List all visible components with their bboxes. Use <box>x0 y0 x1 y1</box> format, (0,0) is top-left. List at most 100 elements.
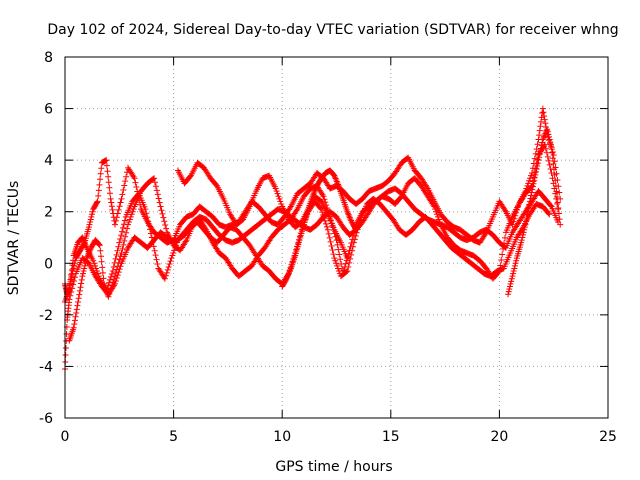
data-point <box>328 242 335 249</box>
data-point <box>272 185 279 192</box>
data-point <box>97 247 104 254</box>
data-points <box>62 105 564 373</box>
data-point <box>103 157 110 164</box>
data-point <box>431 203 438 210</box>
data-point <box>539 136 546 143</box>
data-point <box>557 221 564 228</box>
data-point <box>116 239 123 246</box>
y-axis-label: SDTVAR / TECUs <box>6 181 22 296</box>
data-point <box>548 144 555 151</box>
data-point <box>537 145 544 152</box>
data-point <box>323 223 330 230</box>
data-point <box>112 255 119 262</box>
data-point <box>106 279 113 286</box>
data-point <box>320 193 327 200</box>
data-point <box>163 269 170 276</box>
data-point <box>121 217 128 224</box>
data-point <box>118 195 125 202</box>
data-point <box>508 275 515 282</box>
data-point <box>81 240 88 247</box>
data-point <box>285 271 292 278</box>
data-point <box>118 232 125 239</box>
data-point <box>147 226 154 233</box>
data-point <box>286 269 293 276</box>
data-point <box>345 211 352 218</box>
data-point <box>511 262 518 269</box>
data-point <box>550 160 557 167</box>
data-point <box>524 208 531 215</box>
data-point <box>123 229 130 236</box>
data-point <box>161 275 168 282</box>
data-point <box>545 131 552 138</box>
data-point <box>106 184 113 191</box>
data-point <box>273 188 280 195</box>
data-point <box>344 268 351 275</box>
data-point <box>433 208 440 215</box>
data-point <box>109 206 116 213</box>
data-point <box>348 251 355 258</box>
data-point <box>505 288 512 295</box>
data-point <box>121 182 128 189</box>
data-point <box>163 225 170 232</box>
data-point <box>117 199 124 206</box>
data-point <box>120 221 127 228</box>
data-point <box>528 172 535 179</box>
data-point <box>80 237 87 244</box>
data-point <box>108 199 115 206</box>
data-point <box>114 210 121 217</box>
data-point <box>498 256 505 263</box>
data-point <box>525 180 532 187</box>
data-point <box>87 216 94 223</box>
data-point <box>113 214 120 221</box>
data-point <box>111 280 118 287</box>
data-point <box>321 196 328 203</box>
series-track7 <box>505 126 564 298</box>
data-point <box>499 251 506 258</box>
y-tick-label: 6 <box>44 102 53 118</box>
data-point <box>90 257 97 264</box>
data-point <box>151 179 158 186</box>
data-point <box>286 205 293 212</box>
data-point <box>117 235 124 242</box>
data-point <box>125 219 132 226</box>
data-point <box>62 352 69 359</box>
data-point <box>310 191 317 198</box>
data-point <box>293 207 300 214</box>
data-point <box>159 210 166 217</box>
data-point <box>83 243 90 250</box>
data-point <box>97 170 104 177</box>
data-point <box>543 127 550 134</box>
data-point <box>167 258 174 265</box>
data-point <box>507 280 514 287</box>
data-point <box>152 252 159 259</box>
data-point <box>331 172 338 179</box>
data-point <box>512 260 519 267</box>
data-point <box>160 214 167 221</box>
data-point <box>513 257 520 264</box>
data-point <box>346 214 353 221</box>
data-point <box>333 178 340 185</box>
data-point <box>540 135 547 142</box>
data-point <box>146 222 153 229</box>
data-point <box>171 247 178 254</box>
data-point <box>77 284 84 291</box>
data-point <box>530 180 537 187</box>
y-tick-label: -2 <box>39 308 53 324</box>
y-tick-label: -6 <box>39 411 53 427</box>
data-point <box>555 210 562 217</box>
data-point <box>325 230 332 237</box>
data-point <box>170 249 177 256</box>
data-point <box>153 187 160 194</box>
data-point <box>78 276 85 283</box>
data-point <box>286 268 293 275</box>
data-point <box>332 175 339 182</box>
data-point <box>549 155 556 162</box>
data-point <box>546 133 553 140</box>
data-point <box>311 188 318 195</box>
data-point <box>105 179 112 186</box>
data-point <box>554 193 561 200</box>
data-point <box>111 282 118 289</box>
data-point <box>309 193 316 200</box>
data-point <box>546 136 553 143</box>
data-point <box>531 177 538 184</box>
